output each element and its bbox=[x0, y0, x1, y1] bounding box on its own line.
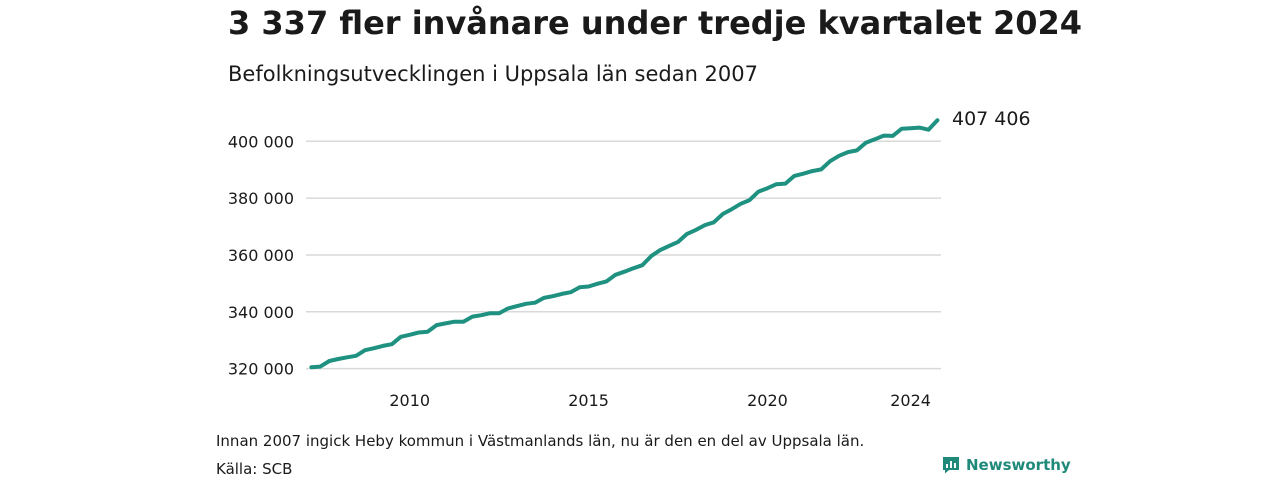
source-credit: Källa: SCB bbox=[216, 460, 293, 478]
x-tick-label: 2020 bbox=[747, 391, 788, 410]
newsworthy-logo-icon bbox=[943, 457, 959, 474]
end-label-layer: 407 406 bbox=[952, 108, 1031, 130]
x-axis-ticks: 2010 2015 2020 2024 bbox=[389, 391, 931, 410]
y-tick-label: 380 000 bbox=[228, 189, 294, 208]
brand-name: Newsworthy bbox=[966, 456, 1071, 474]
y-tick-label: 360 000 bbox=[228, 246, 294, 265]
x-tick-label: 2010 bbox=[389, 391, 430, 410]
series-layer bbox=[309, 118, 940, 370]
y-tick-label: 400 000 bbox=[228, 132, 294, 151]
y-axis-ticks: 320 000 340 000 360 000 380 000 400 000 bbox=[228, 132, 294, 378]
chart-title: 3 337 fler invånare under tredje kvartal… bbox=[228, 4, 1083, 42]
chart-subtitle: Befolkningsutvecklingen i Uppsala län se… bbox=[228, 62, 759, 86]
brand-logo: Newsworthy bbox=[942, 456, 1071, 474]
x-tick-label: 2015 bbox=[568, 391, 609, 410]
y-tick-label: 340 000 bbox=[228, 303, 294, 322]
series-line-0 bbox=[309, 118, 940, 370]
y-tick-label: 320 000 bbox=[228, 360, 294, 379]
gridlines bbox=[306, 140, 941, 370]
footnote: Innan 2007 ingick Heby kommun i Västmanl… bbox=[216, 432, 865, 450]
end-value-label: 407 406 bbox=[952, 108, 1031, 130]
line-chart: 320 000 340 000 360 000 380 000 400 000 2010… bbox=[228, 108, 1031, 410]
x-tick-label: 2024 bbox=[890, 391, 931, 410]
